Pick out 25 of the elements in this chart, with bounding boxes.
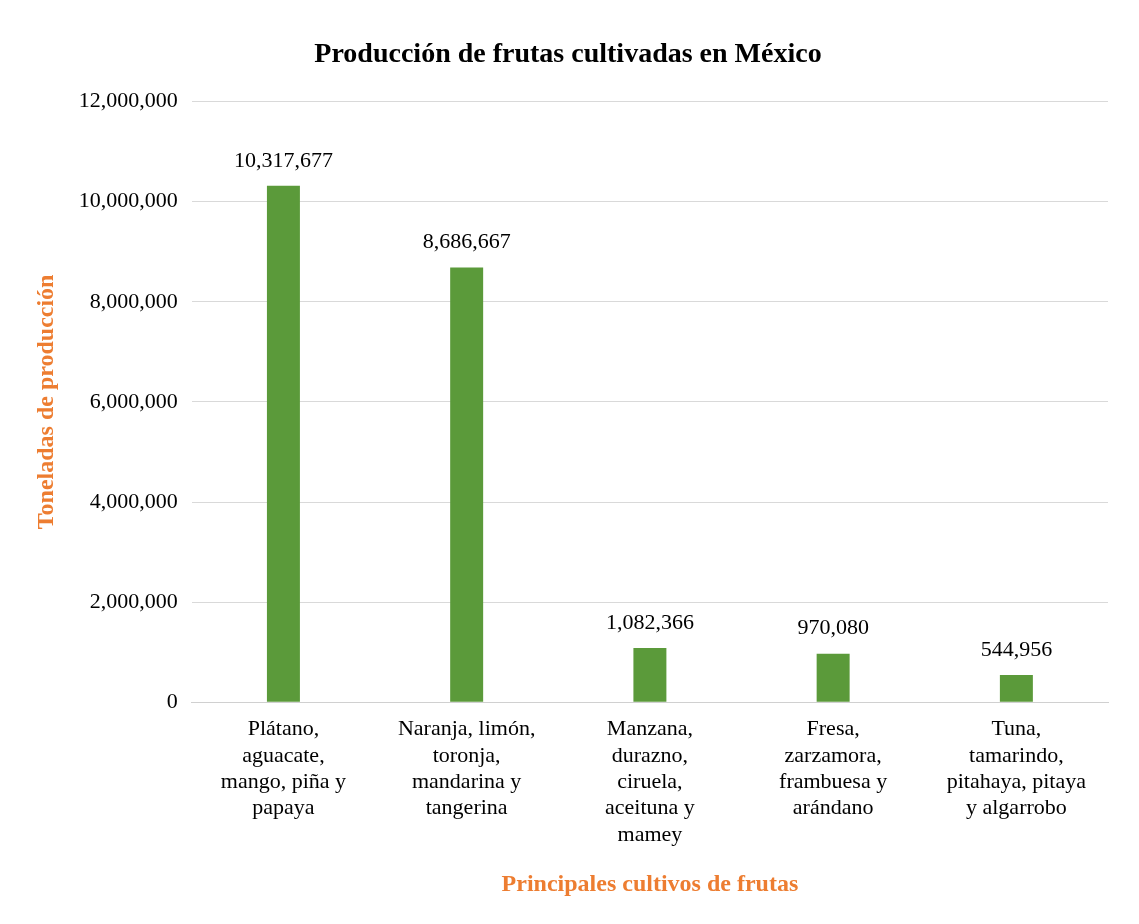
x-tick-label: Tuna, tamarindo, pitahaya, pitaya y algarrobo	[946, 715, 1087, 820]
chart-title: Producción de frutas cultivadas en México	[314, 37, 822, 69]
y-tick-label: 0	[166, 687, 178, 713]
y-axis-title: Toneladas de producción	[31, 274, 58, 530]
data-label: 970,080	[797, 614, 869, 640]
data-label: 10,317,677	[233, 146, 333, 172]
bar	[266, 185, 300, 702]
bar	[633, 648, 667, 702]
y-tick-label: 2,000,000	[89, 587, 178, 613]
bar	[450, 267, 484, 702]
x-tick-label: Manzana, durazno, ciruela, aceituna y mamey	[605, 715, 695, 846]
x-axis-title: Principales cultivos de frutas	[501, 869, 799, 896]
x-tick-label: Naranja, limón, toronja, mandarina y tangerina	[397, 715, 536, 820]
x-tick-label: Plátano, aguacate, mango, piña y papaya	[220, 715, 347, 820]
bar	[999, 674, 1033, 702]
y-tick-label: 6,000,000	[89, 387, 178, 413]
bar	[816, 653, 850, 702]
y-tick-label: 10,000,000	[78, 187, 178, 213]
data-label: 1,082,366	[605, 608, 694, 634]
data-label: 8,686,667	[422, 228, 511, 254]
y-tick-label: 8,000,000	[89, 287, 178, 313]
y-tick-label: 4,000,000	[89, 487, 178, 513]
data-label: 544,956	[980, 635, 1053, 661]
x-tick-label: Fresa, zarzamora, frambuesa y arándano	[779, 715, 888, 820]
y-tick-label: 12,000,000	[78, 87, 178, 113]
